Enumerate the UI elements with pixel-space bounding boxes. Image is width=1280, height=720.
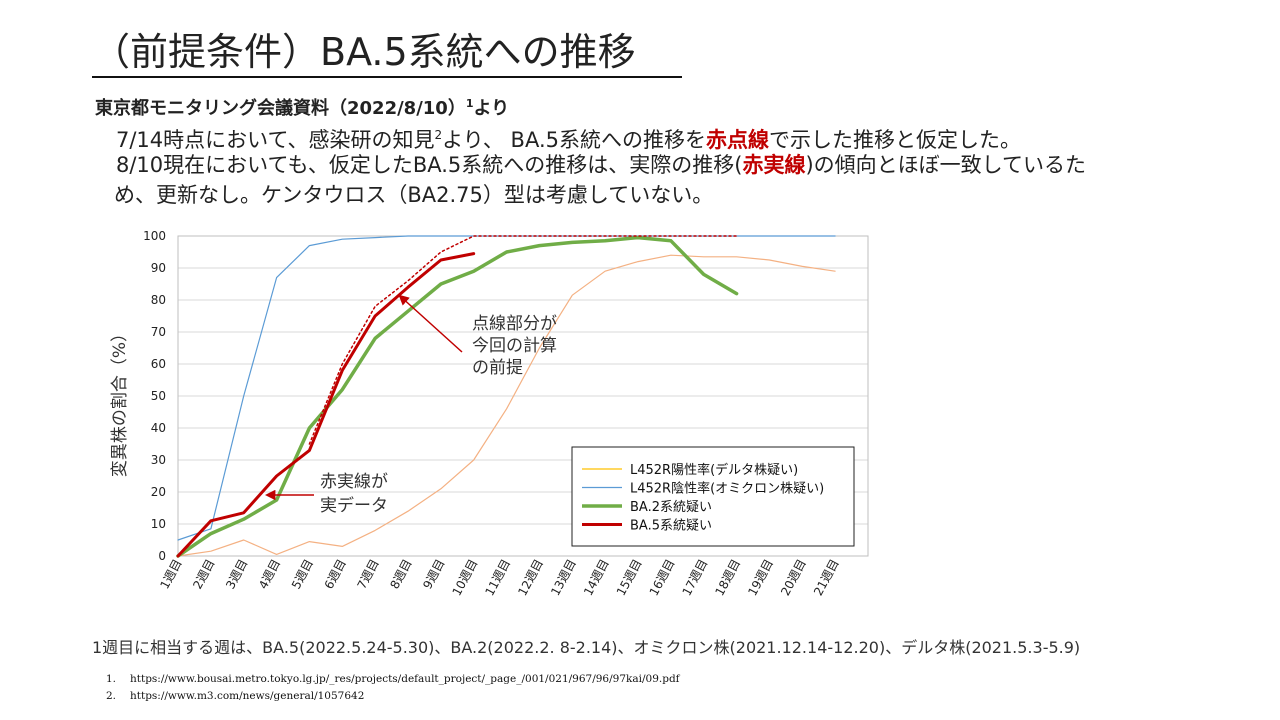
y-tick-label: 10 [151, 517, 166, 531]
annotation-dotted-line-3: の前提 [472, 358, 523, 378]
y-tick-label: 20 [151, 485, 166, 499]
line1-part-b: より、 BA.5系統への推移を [442, 128, 706, 152]
y-tick-label: 100 [143, 229, 166, 243]
reference-1-url: https://www.bousai.metro.tokyo.lg.jp/_re… [130, 673, 680, 685]
line1-part-a: 7/14時点において、感染研の知見 [116, 128, 435, 152]
line2-part-a: 8/10現在においても、仮定したBA.5系統への推移は、実際の推移( [116, 153, 743, 177]
line1-ref-mark: 2 [434, 128, 443, 142]
x-tick-label: 2週目 [190, 557, 217, 592]
legend-label-1: L452R陽性率(デルタ株疑い) [630, 462, 798, 478]
y-tick-label: 40 [151, 421, 166, 435]
reference-2-url: https://www.m3.com/news/general/1057642 [130, 690, 365, 702]
slide-title: （前提条件）BA.5系統への推移 [92, 30, 636, 74]
x-tick-label: 15週目 [614, 557, 645, 598]
body-line-2: 8/10現在においても、仮定したBA.5系統への推移は、実際の推移(赤実線)の傾… [116, 150, 1086, 180]
x-tick-label: 14週目 [581, 557, 612, 598]
x-tick-label: 11週目 [482, 557, 513, 598]
reference-1: 1. https://www.bousai.metro.tokyo.lg.jp/_… [106, 673, 680, 685]
x-tick-label: 16週目 [647, 557, 678, 598]
series-line-BA.5系統疑い [176, 252, 476, 558]
x-tick-label: 4週目 [256, 557, 283, 592]
y-tick-label: 70 [151, 325, 166, 339]
legend-label-3: BA.2系統疑い [630, 499, 712, 515]
reference-2: 2. https://www.m3.com/news/general/105764… [106, 690, 364, 702]
line1-red-dotted: 赤点線 [705, 128, 769, 152]
y-tick-label: 0 [158, 549, 166, 563]
x-tick-label: 7週目 [355, 557, 382, 592]
x-tick-label: 12週目 [515, 557, 546, 598]
x-tick-label: 3週目 [223, 557, 250, 592]
x-tick-label: 8週目 [387, 557, 414, 592]
y-axis-label: 変異株の割合（%） [110, 325, 130, 477]
x-tick-label: 13週目 [548, 557, 579, 598]
x-tick-label: 19週目 [745, 557, 776, 598]
x-tick-label: 18週目 [712, 557, 743, 598]
x-tick-label: 10週目 [450, 557, 481, 598]
x-tick-label: 9週目 [420, 557, 447, 592]
x-tick-label: 17週目 [680, 557, 711, 598]
y-tick-label: 60 [151, 357, 166, 371]
week-definition-note: 1週目に相当する週は、BA.5(2022.5.24-5.30)、BA.2(202… [92, 638, 1081, 657]
x-tick-label: 6週目 [322, 557, 349, 592]
subtitle-tail: より [473, 98, 510, 119]
legend-label-4: BA.5系統疑い [630, 518, 712, 534]
legend-label-2: L452R陰性率(オミクロン株疑い) [630, 481, 824, 497]
line2-part-b: )の傾向とほぼ一致しているた [805, 153, 1087, 177]
body-line-3: め、更新なし。ケンタウロス（BA2.75）型は考慮していない。 [114, 183, 714, 207]
annotation-arrow-dotted [398, 294, 463, 353]
line2-red-solid: 赤実線 [742, 153, 806, 177]
annotation-dotted-line-2: 今回の計算 [472, 336, 557, 356]
x-tick-label: 20週目 [778, 557, 809, 598]
series-line-BA.2系統疑い [176, 235, 739, 558]
chart-legend: L452R陽性率(デルタ株疑い) L452R陰性率(オミクロン株疑い) BA.2系統… [571, 446, 855, 547]
series-line-ba5-assumed-dotted [308, 235, 738, 445]
annotation-solid-line-1: 赤実線が [320, 472, 388, 492]
y-tick-label: 30 [151, 453, 166, 467]
annotation-solid-line-2: 実データ [320, 495, 388, 516]
legend-box [571, 446, 855, 547]
line1-part-c: で示した推移と仮定した。 [768, 128, 1021, 152]
series-line-L452R陽性率(デルタ株疑い) [177, 254, 836, 557]
reference-1-number: 1. [106, 673, 117, 685]
source-subtitle: 東京都モニタリング会議資料（2022/8/10）1より [95, 94, 509, 120]
y-tick-label: 80 [151, 293, 166, 307]
subtitle-main: 東京都モニタリング会議資料（2022/8/10） [95, 98, 466, 119]
chart-series [176, 235, 836, 558]
x-tick-label: 21週目 [811, 557, 842, 598]
y-tick-label: 50 [151, 389, 166, 403]
body-line-1: 7/14時点において、感染研の知見2より、 BA.5系統への推移を赤点線で示した… [116, 120, 1021, 155]
reference-2-number: 2. [106, 690, 117, 702]
title-underline [92, 76, 682, 78]
subtitle-ref-mark: 1 [465, 97, 474, 110]
annotation-dotted-line-1: 点線部分が [472, 314, 557, 334]
x-tick-label: 5週目 [289, 557, 316, 592]
y-tick-label: 90 [151, 261, 166, 275]
